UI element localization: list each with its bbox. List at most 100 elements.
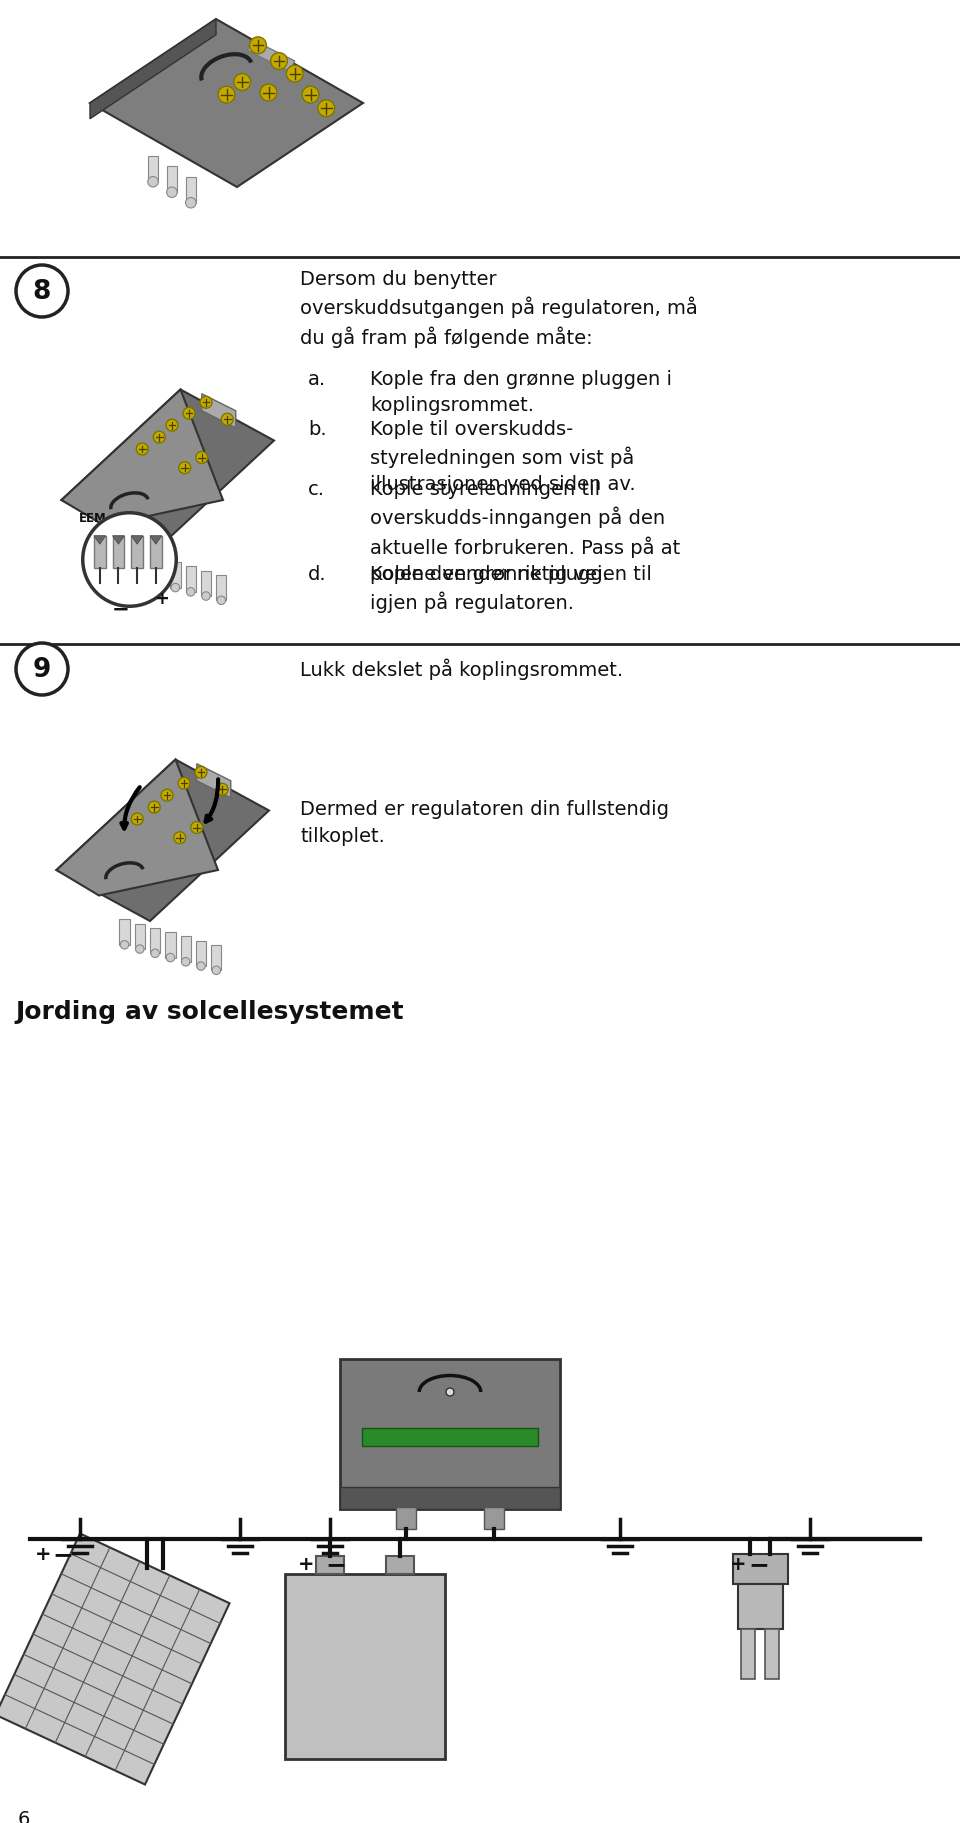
Bar — [340, 1360, 560, 1509]
Polygon shape — [202, 394, 236, 428]
Circle shape — [202, 592, 210, 602]
Circle shape — [286, 66, 303, 84]
Circle shape — [183, 408, 195, 419]
Circle shape — [217, 596, 226, 605]
Circle shape — [234, 75, 251, 91]
Bar — [216, 576, 227, 602]
Polygon shape — [112, 536, 125, 545]
Bar — [94, 536, 106, 569]
Bar — [484, 1508, 504, 1529]
Bar — [741, 1630, 755, 1679]
Text: Kople til overskudds-
styreledningen som vist på
illustrasjonen ved siden av.: Kople til overskudds- styreledningen som… — [370, 419, 636, 494]
Bar — [167, 168, 178, 193]
Text: Kople fra den grønne pluggen i
koplingsrommet.: Kople fra den grønne pluggen i koplingsr… — [370, 370, 672, 414]
Bar — [155, 558, 165, 583]
Bar — [140, 554, 150, 580]
Bar — [150, 928, 160, 953]
Polygon shape — [94, 536, 106, 545]
Bar — [765, 1630, 779, 1679]
Text: +: + — [155, 589, 169, 607]
Bar — [396, 1508, 416, 1529]
Circle shape — [171, 583, 180, 592]
Bar — [125, 551, 134, 576]
Text: Kople styreledningen til
overskudds-inngangen på den
aktuelle forbrukeren. Pass : Kople styreledningen til overskudds-inng… — [370, 479, 681, 583]
Polygon shape — [248, 40, 295, 73]
Bar — [340, 1488, 560, 1509]
Circle shape — [222, 414, 233, 427]
Circle shape — [200, 397, 212, 408]
Circle shape — [186, 589, 195, 596]
Polygon shape — [57, 760, 218, 897]
Circle shape — [260, 86, 276, 102]
Bar — [134, 924, 145, 950]
Circle shape — [135, 946, 144, 953]
Text: 6: 6 — [18, 1808, 31, 1823]
Bar — [165, 933, 176, 959]
Circle shape — [179, 463, 191, 474]
Circle shape — [178, 778, 190, 789]
Circle shape — [120, 941, 129, 950]
Bar — [180, 937, 191, 963]
Circle shape — [191, 822, 203, 833]
Circle shape — [140, 576, 149, 583]
Bar — [148, 157, 158, 182]
Circle shape — [151, 950, 159, 959]
Circle shape — [250, 38, 267, 55]
Bar — [196, 941, 206, 966]
Text: Jording av solcellesystemet: Jording av solcellesystemet — [15, 999, 403, 1023]
Circle shape — [167, 188, 178, 199]
Text: +: + — [35, 1544, 52, 1564]
Circle shape — [16, 266, 68, 317]
Circle shape — [166, 419, 178, 432]
Bar — [732, 1555, 787, 1584]
Text: Dermed er regulatoren din fullstendig
tilkoplet.: Dermed er regulatoren din fullstendig ti… — [300, 800, 669, 846]
Circle shape — [83, 514, 177, 607]
Circle shape — [212, 966, 221, 975]
Circle shape — [302, 88, 319, 104]
Circle shape — [16, 644, 68, 696]
Circle shape — [185, 199, 196, 210]
Circle shape — [125, 571, 133, 580]
Text: +: + — [298, 1555, 314, 1573]
Bar — [185, 567, 196, 592]
Text: d.: d. — [308, 565, 326, 583]
Text: Dersom du benytter
overskuddsutgangen på regulatoren, må
du gå fram på følgende : Dersom du benytter overskuddsutgangen på… — [300, 270, 698, 348]
Circle shape — [318, 100, 335, 118]
Circle shape — [154, 432, 165, 443]
Circle shape — [156, 580, 164, 589]
Circle shape — [161, 789, 173, 802]
Circle shape — [196, 452, 207, 465]
Circle shape — [216, 784, 228, 797]
Bar — [112, 536, 125, 569]
Polygon shape — [61, 390, 274, 552]
Polygon shape — [61, 390, 223, 527]
Polygon shape — [132, 536, 143, 545]
Text: Kople den grønne pluggen til
igjen på regulatoren.: Kople den grønne pluggen til igjen på re… — [370, 565, 652, 613]
Text: 9: 9 — [33, 656, 51, 682]
Bar — [362, 1427, 538, 1446]
Polygon shape — [197, 764, 230, 798]
Text: −: − — [52, 1542, 73, 1566]
Text: c.: c. — [308, 479, 325, 500]
Bar — [737, 1584, 782, 1630]
Bar — [285, 1573, 445, 1759]
Circle shape — [218, 88, 235, 104]
Circle shape — [174, 833, 185, 844]
Polygon shape — [90, 20, 216, 120]
Bar — [132, 536, 143, 569]
Circle shape — [166, 953, 175, 963]
Circle shape — [148, 802, 160, 813]
Bar — [185, 177, 196, 204]
Text: EEM: EEM — [79, 510, 107, 525]
Bar — [201, 571, 211, 596]
Text: −: − — [748, 1551, 769, 1577]
Text: −: − — [325, 1551, 346, 1577]
Circle shape — [446, 1389, 454, 1396]
Text: 8: 8 — [33, 279, 51, 304]
Circle shape — [271, 53, 287, 71]
Polygon shape — [90, 20, 363, 188]
Text: a.: a. — [308, 370, 326, 388]
Polygon shape — [150, 536, 162, 545]
Circle shape — [136, 443, 148, 456]
Circle shape — [148, 177, 158, 188]
